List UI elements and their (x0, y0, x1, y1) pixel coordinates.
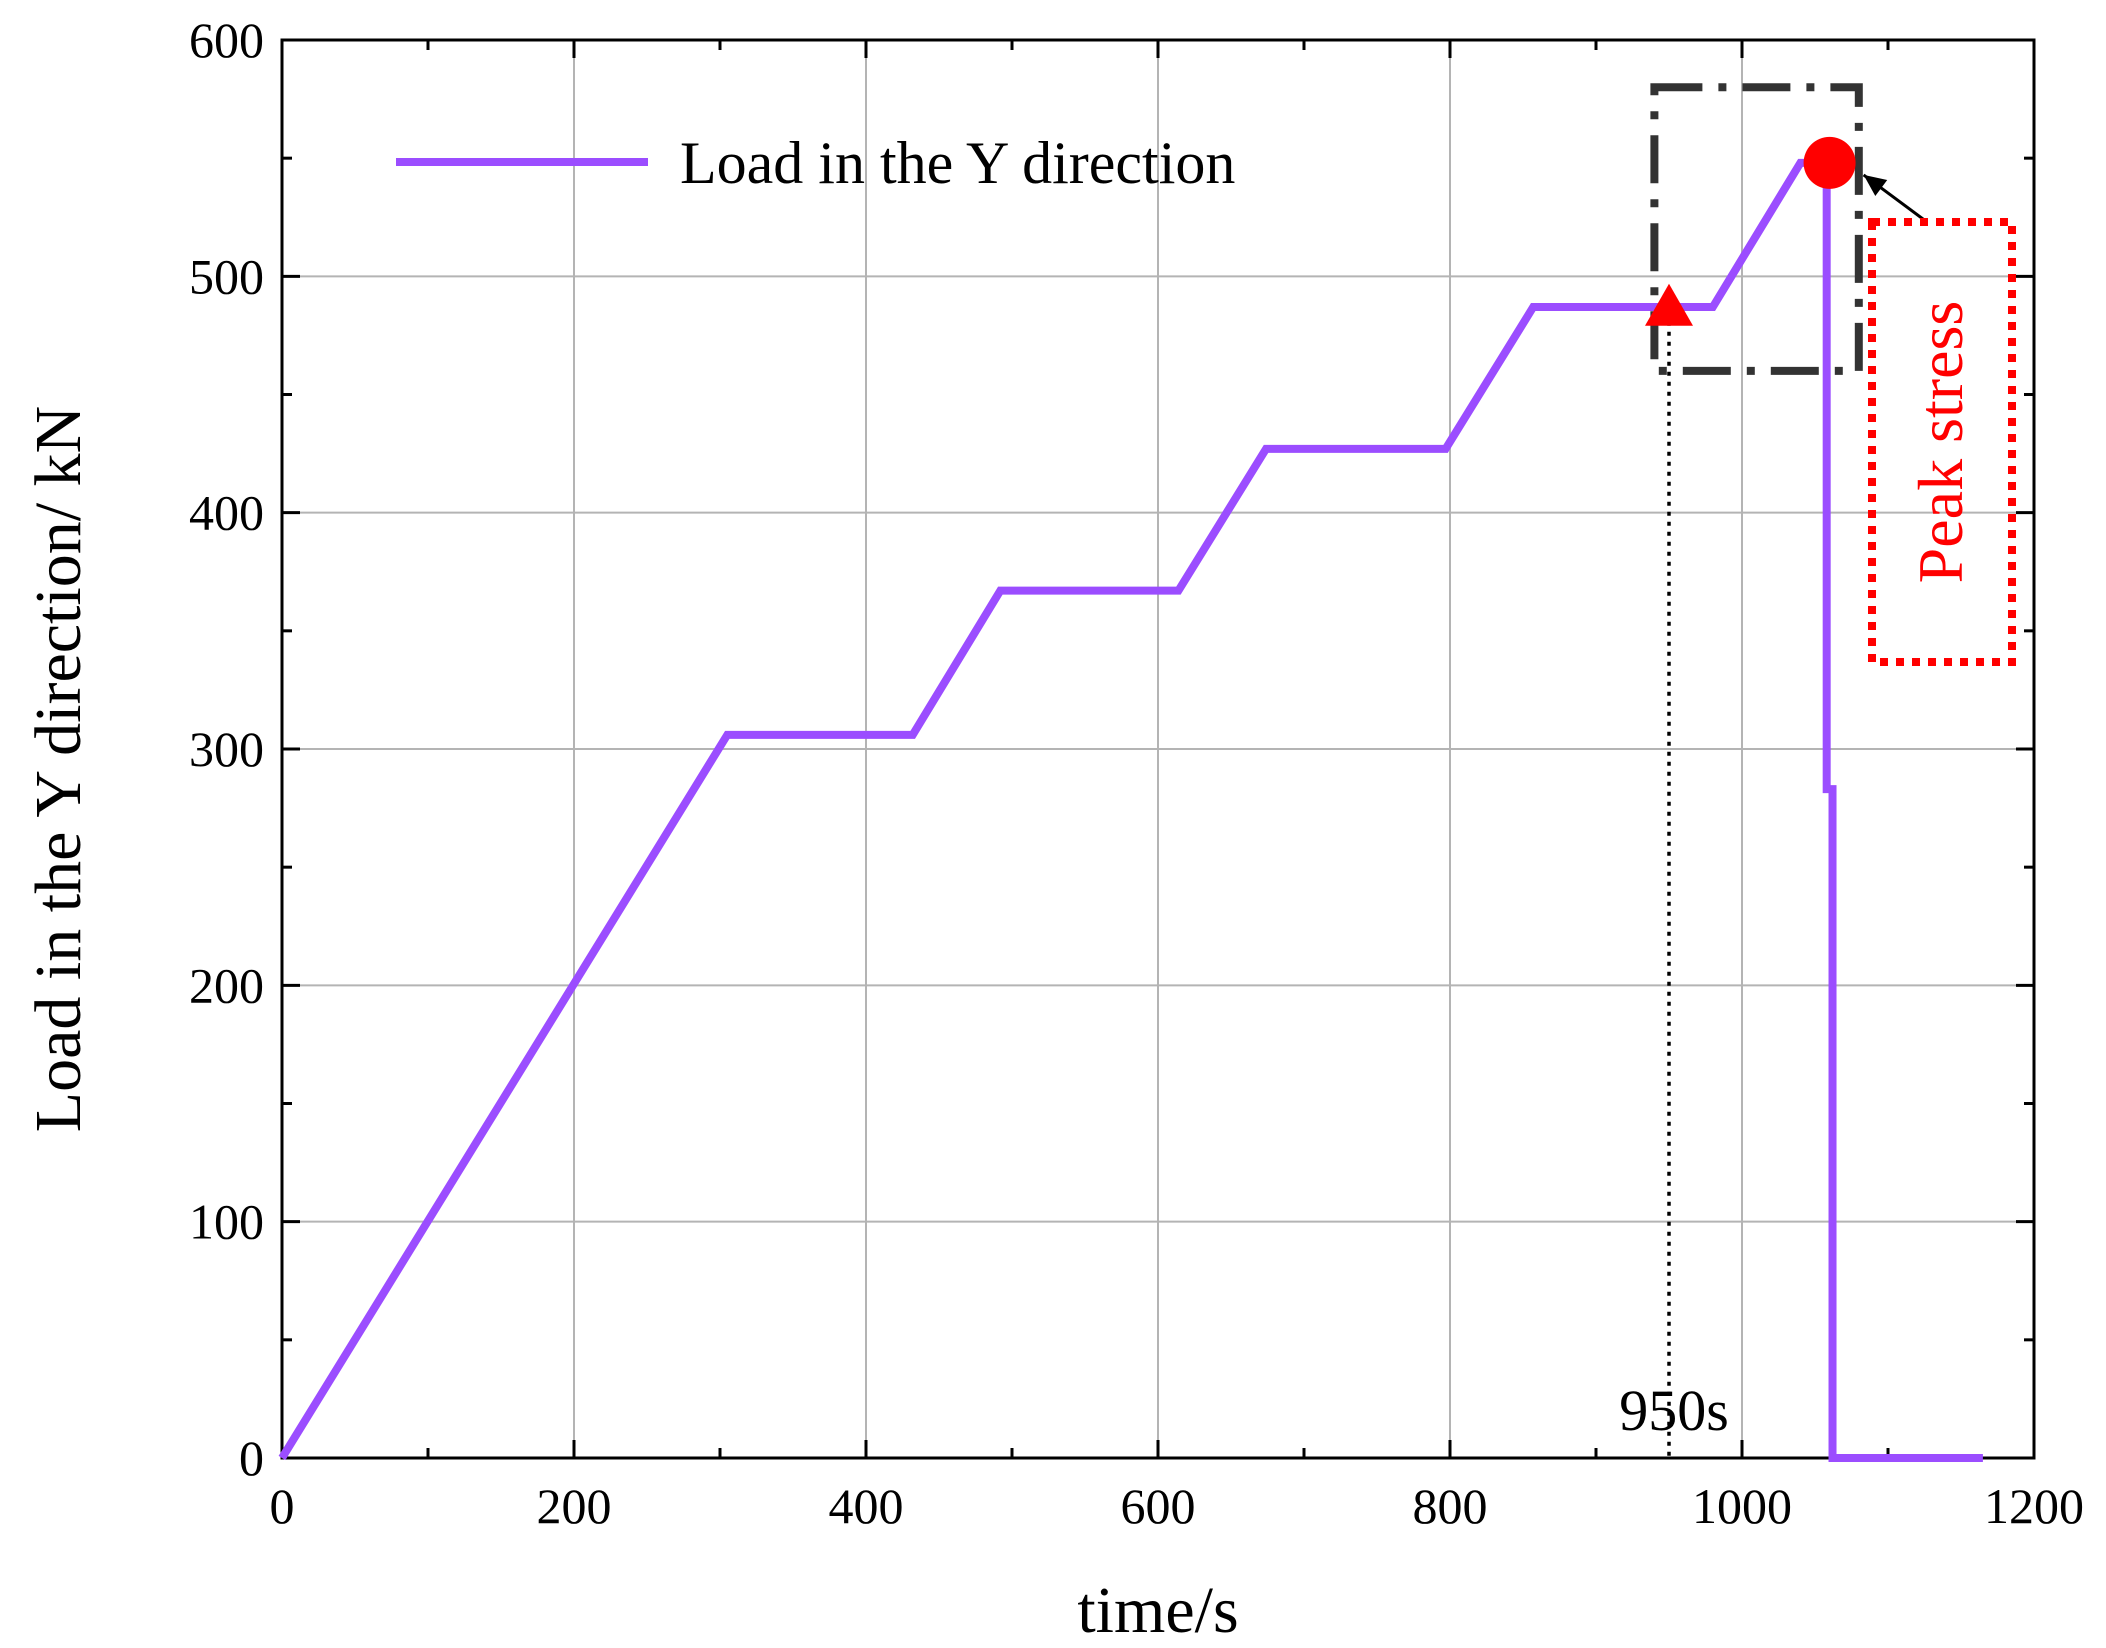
legend-label: Load in the Y direction (680, 130, 1235, 196)
y-tick-label: 600 (189, 12, 264, 68)
y-tick-label: 400 (189, 485, 264, 541)
x-tick-label: 800 (1413, 1478, 1488, 1534)
peak-arrowhead (1863, 174, 1888, 197)
y-axis-title: Load in the Y direction/ kN (22, 406, 95, 1132)
y-tick-label: 500 (189, 248, 264, 304)
peak-label: Peak stress (1905, 301, 1976, 584)
x-tick-label: 200 (537, 1478, 612, 1534)
grid-lines (282, 40, 2034, 1458)
legend: Load in the Y direction (396, 130, 1235, 196)
x-tick-label: 1000 (1692, 1478, 1792, 1534)
x-tick-label: 0 (270, 1478, 295, 1534)
triangle-marker (1645, 283, 1693, 326)
y-tick-label: 300 (189, 721, 264, 777)
peak-marker (1803, 136, 1856, 189)
x-tick-label: 400 (829, 1478, 904, 1534)
zoom-box (1650, 83, 1863, 375)
minor-ticks (282, 40, 2034, 1458)
x-tick-label: 1200 (1984, 1478, 2084, 1534)
y-axis-ticks: 0 100 200 300 400 500 600 (189, 12, 2034, 1486)
series-line-load-y (278, 158, 1983, 1462)
x-axis-ticks: 0 200 400 600 800 1000 1200 (270, 40, 2084, 1534)
x-tick-label: 600 (1121, 1478, 1196, 1534)
vertical-line-label: 950s (1619, 1378, 1729, 1443)
peak-label-box (1868, 218, 2016, 666)
y-tick-label: 200 (189, 957, 264, 1013)
y-tick-label: 100 (189, 1194, 264, 1250)
x-axis-title: time/s (1077, 1574, 1238, 1647)
y-tick-label: 0 (239, 1430, 264, 1486)
